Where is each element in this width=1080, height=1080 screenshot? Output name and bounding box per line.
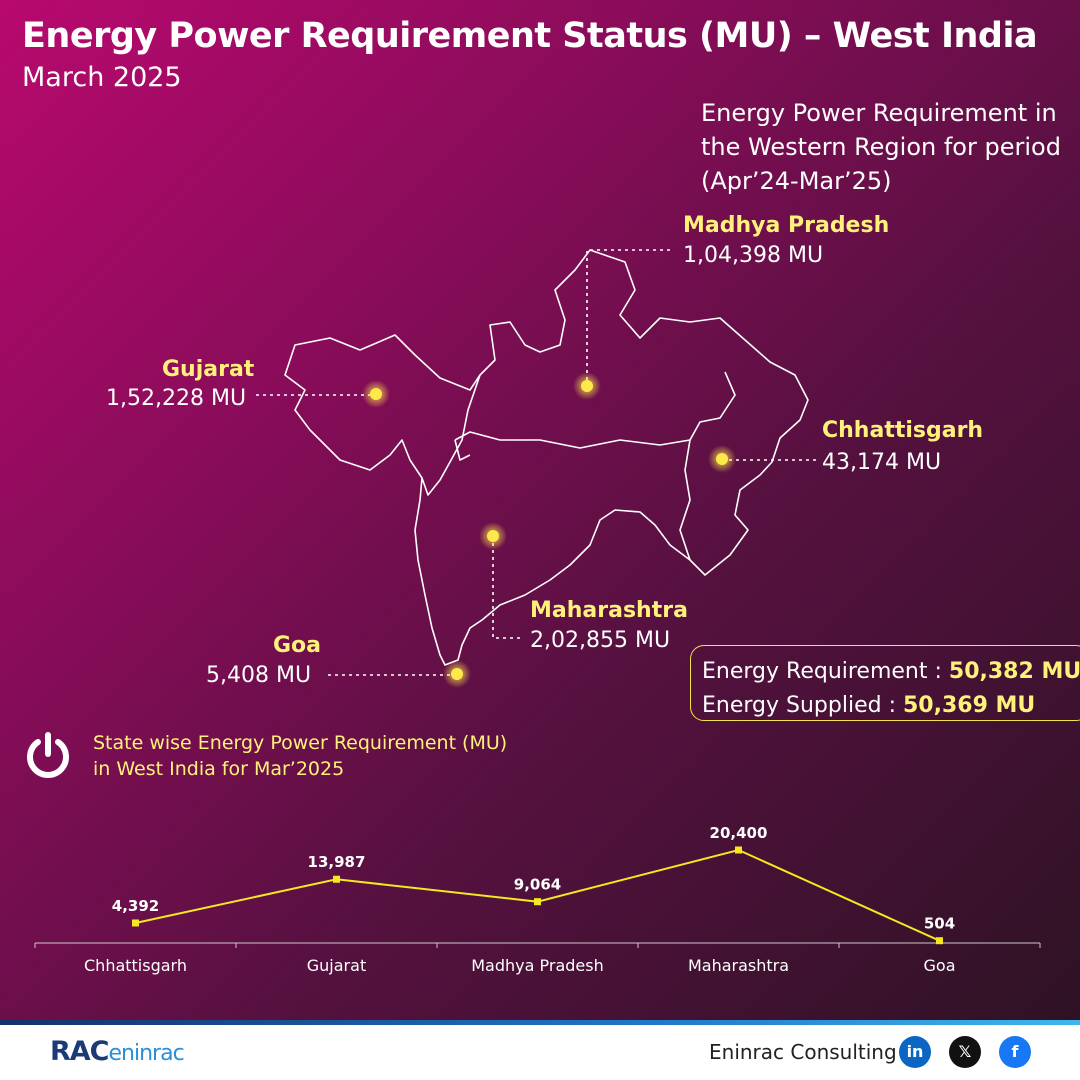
state-value-maharashtra: 2,02,855 MU (530, 628, 671, 653)
facebook-icon[interactable]: f (999, 1036, 1031, 1068)
state-border-east (679, 439, 691, 561)
logo-wordmark: eninrac (108, 1041, 185, 1066)
state-markers (362, 372, 736, 688)
energy-requirement-row: Energy Requirement : 50,382 MU (702, 655, 1080, 689)
footer-accent-bar (0, 1020, 1080, 1025)
leader-lines (256, 249, 818, 676)
state-name-gujarat: Gujarat (162, 357, 255, 382)
marker-gujarat (370, 388, 382, 400)
data-label: 504 (924, 915, 955, 933)
west-india-map (256, 249, 818, 688)
power-icon (27, 732, 69, 778)
x-tick-label: Maharashtra (688, 956, 789, 975)
logo-mark: RAC (50, 1036, 110, 1067)
chart-caption-line2: in West India for Mar’2025 (93, 758, 345, 780)
x-tick-label: Gujarat (307, 956, 366, 975)
energy-requirement-value: 50,382 MU (948, 659, 1080, 684)
chart-caption: State wise Energy Power Requirement (MU)… (93, 730, 507, 782)
x-icon[interactable]: 𝕏 (949, 1036, 981, 1068)
state-border-north (454, 371, 736, 449)
leader-maharashtra (492, 536, 522, 639)
data-point (735, 846, 742, 854)
energy-supplied-row: Energy Supplied : 50,369 MU (702, 689, 1080, 723)
energy-supplied-label: Energy Supplied : (702, 693, 903, 718)
state-name-maharashtra: Maharashtra (530, 598, 688, 623)
state-value-madhya-pradesh: 1,04,398 MU (683, 243, 824, 268)
energy-summary-box: Energy Requirement : 50,382 MU Energy Su… (690, 645, 1080, 721)
line-chart: 4,392 Chhattisgarh 13,987 Gujarat 9,064 Madhy… (34, 824, 1041, 975)
state-name-chhattisgarh: Chhattisgarh (822, 418, 984, 443)
map-outline (284, 249, 809, 666)
state-name-madhya-pradesh: Madhya Pradesh (683, 213, 890, 238)
series-line (135, 848, 940, 942)
energy-supplied-value: 50,369 MU (902, 693, 1036, 718)
marker-chhattisgarh (716, 453, 728, 465)
page-subtitle: March 2025 (22, 62, 182, 93)
state-border-south (454, 439, 471, 461)
map-outer-border (284, 249, 809, 666)
state-name-goa: Goa (273, 633, 322, 658)
data-label: 9,064 (514, 876, 561, 894)
x-tick-label: Madhya Pradesh (471, 956, 604, 975)
state-value-chhattisgarh: 43,174 MU (822, 450, 942, 475)
state-value-goa: 5,408 MU (206, 663, 312, 688)
data-label: 13,987 (308, 853, 366, 871)
eninrac-logo: RACeninrac (50, 1036, 185, 1067)
marker-maharashtra (487, 530, 499, 542)
x-tick-label: Chhattisgarh (84, 956, 187, 975)
chart-caption-line1: State wise Energy Power Requirement (MU) (93, 732, 508, 754)
data-point (534, 898, 541, 906)
data-point (936, 937, 943, 945)
data-point (333, 875, 340, 883)
x-tick-label: Goa (924, 956, 956, 975)
region-note: Energy Power Requirement in the Western … (701, 99, 1061, 195)
data-point (132, 919, 139, 927)
company-name: Eninrac Consulting (709, 1040, 897, 1064)
state-value-gujarat: 1,52,228 MU (106, 386, 247, 411)
data-label: 4,392 (112, 897, 159, 915)
marker-madhya-pradesh (581, 380, 593, 392)
state-border-gujarat (421, 374, 481, 496)
energy-requirement-label: Energy Requirement : (702, 659, 949, 684)
footer: RACeninrac Eninrac Consulting in 𝕏 f (0, 1020, 1080, 1080)
linkedin-icon[interactable]: in (899, 1036, 931, 1068)
marker-goa (451, 668, 463, 680)
page-title: Energy Power Requirement Status (MU) – W… (22, 16, 1038, 56)
data-label: 20,400 (710, 824, 768, 842)
